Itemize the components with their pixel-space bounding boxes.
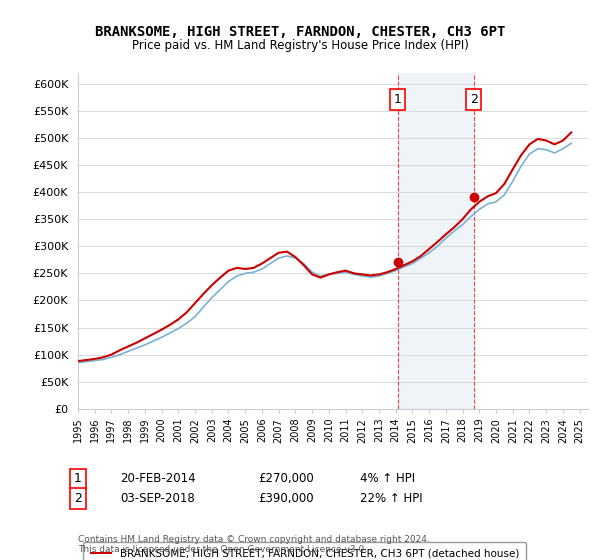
Text: 2: 2 (74, 492, 82, 505)
Legend: BRANKSOME, HIGH STREET, FARNDON, CHESTER, CH3 6PT (detached house), HPI: Average: BRANKSOME, HIGH STREET, FARNDON, CHESTER… (83, 542, 526, 560)
Text: 20-FEB-2014: 20-FEB-2014 (120, 472, 196, 486)
Text: £270,000: £270,000 (258, 472, 314, 486)
Text: 22% ↑ HPI: 22% ↑ HPI (360, 492, 422, 505)
Text: BRANKSOME, HIGH STREET, FARNDON, CHESTER, CH3 6PT: BRANKSOME, HIGH STREET, FARNDON, CHESTER… (95, 25, 505, 39)
Text: Price paid vs. HM Land Registry's House Price Index (HPI): Price paid vs. HM Land Registry's House … (131, 39, 469, 52)
Text: 03-SEP-2018: 03-SEP-2018 (120, 492, 195, 505)
Text: 2: 2 (470, 93, 478, 106)
Bar (398, 73, 474, 409)
Text: 4% ↑ HPI: 4% ↑ HPI (360, 472, 415, 486)
Text: Contains HM Land Registry data © Crown copyright and database right 2024.
This d: Contains HM Land Registry data © Crown c… (78, 535, 430, 554)
Text: 1: 1 (74, 472, 82, 486)
Text: £390,000: £390,000 (258, 492, 314, 505)
Text: 1: 1 (394, 93, 401, 106)
